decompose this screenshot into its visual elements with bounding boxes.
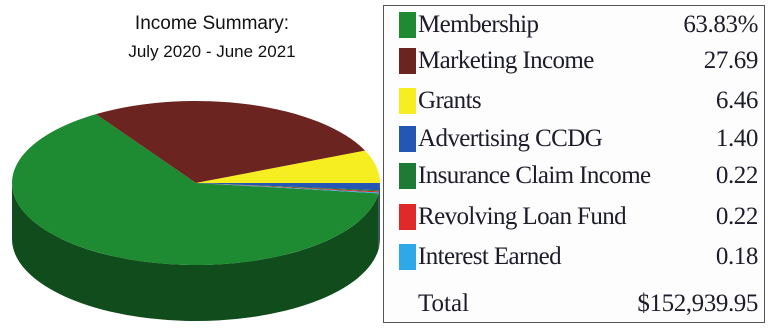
legend-value: 0.22	[716, 203, 758, 231]
legend-value: 0.22	[716, 162, 758, 190]
legend-swatch	[399, 48, 416, 74]
legend-label: Grants	[418, 87, 716, 115]
legend-value: 27.69	[704, 47, 758, 75]
legend-total-row: Total $152,939.95	[384, 286, 764, 322]
legend-label: Insurance Claim Income	[418, 162, 716, 190]
legend-swatch	[399, 244, 416, 270]
pie-slice-side	[379, 183, 380, 246]
pie-chart-area	[0, 0, 380, 326]
legend-label: Revolving Loan Fund	[418, 203, 716, 231]
legend-value: 0.18	[716, 243, 758, 271]
legend-swatch	[399, 204, 416, 230]
legend-value: 1.40	[716, 125, 758, 153]
total-label: Total	[418, 290, 637, 318]
legend-value: 63.83%	[683, 11, 758, 39]
legend-swatch	[399, 126, 416, 152]
pie-top	[12, 101, 380, 265]
legend-swatch	[399, 12, 416, 38]
legend-value: 6.46	[716, 87, 758, 115]
legend-label: Interest Earned	[418, 243, 716, 271]
legend-label: Advertising CCDG	[418, 125, 716, 153]
legend-label: Marketing Income	[418, 47, 704, 75]
legend-label: Membership	[418, 11, 683, 39]
legend-swatch	[399, 163, 416, 189]
pie-chart	[0, 0, 380, 326]
legend-swatch	[399, 88, 416, 114]
total-value: $152,939.95	[637, 290, 758, 318]
